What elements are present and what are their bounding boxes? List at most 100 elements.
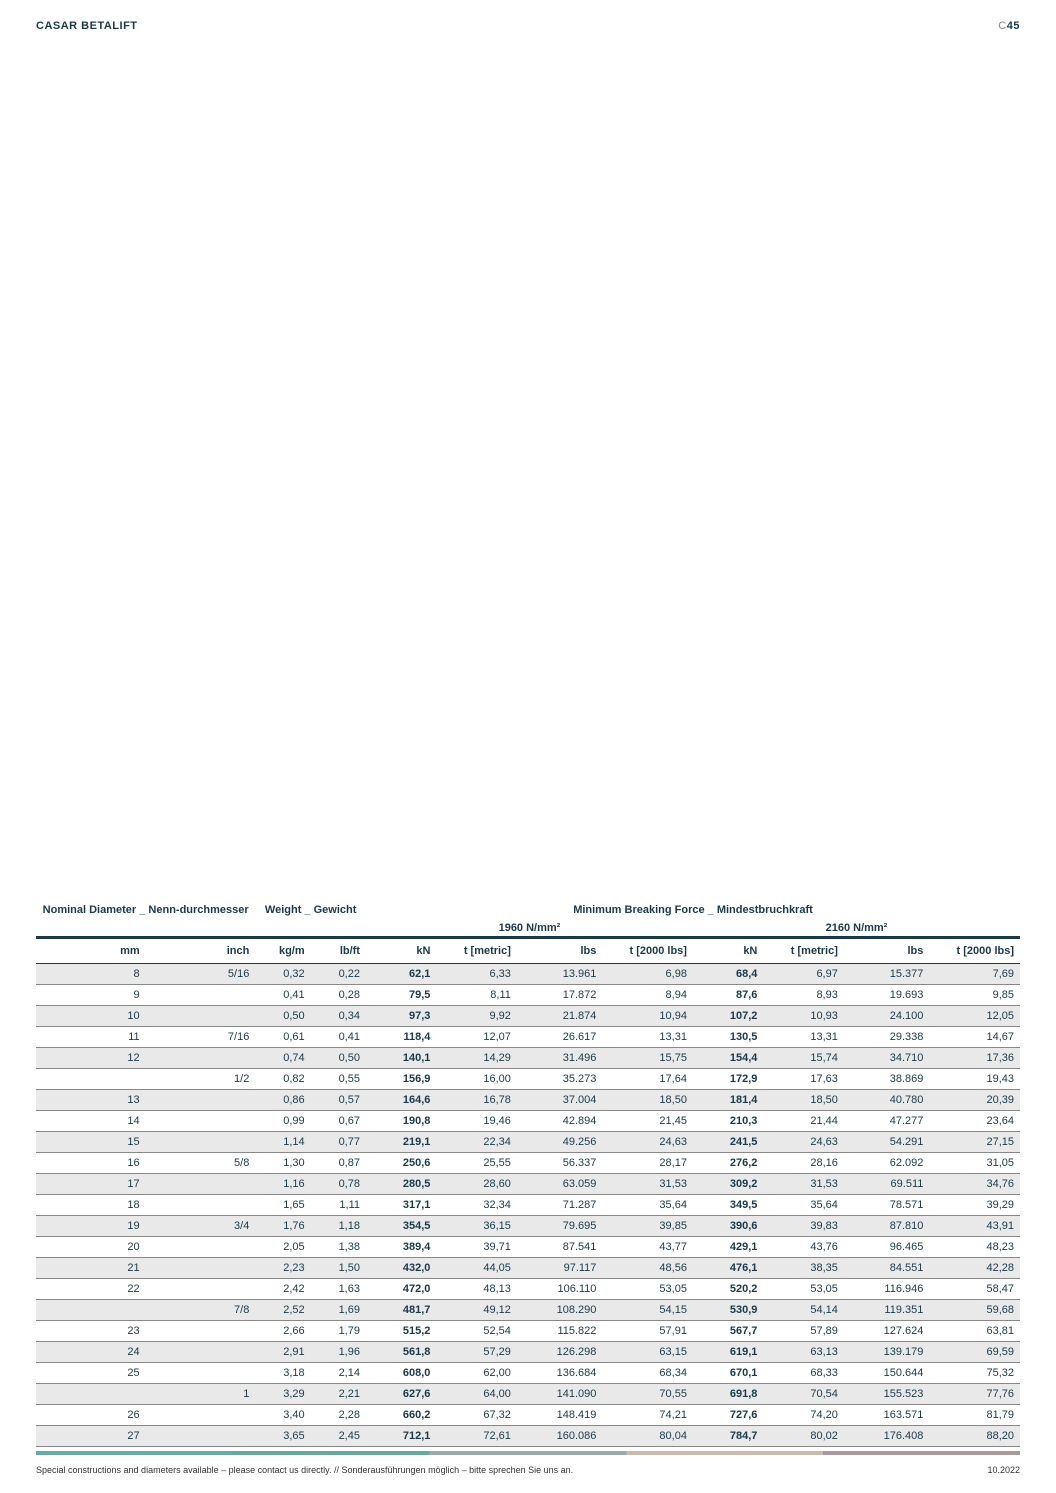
unit-header: t [metric] xyxy=(436,938,516,964)
cell-inch xyxy=(146,1111,256,1132)
cell-t2k2: 14,67 xyxy=(929,1027,1020,1048)
cell-inch: 1/2 xyxy=(146,1069,256,1090)
cell-tm1: 16,78 xyxy=(436,1090,516,1111)
cell-kN2: 520,2 xyxy=(693,1279,763,1300)
cell-inch xyxy=(146,985,256,1006)
cell-lbs2: 15.377 xyxy=(844,964,930,985)
cell-kN1: 219,1 xyxy=(366,1132,436,1153)
cell-lbs1: 71.287 xyxy=(517,1195,603,1216)
header-2160: 2160 N/mm² xyxy=(693,918,1020,936)
cell-tm2: 80,02 xyxy=(763,1426,843,1447)
cell-kN2: 309,2 xyxy=(693,1174,763,1195)
table-row: 202,051,38389,439,7187.54143,77429,143,7… xyxy=(36,1237,1020,1258)
cell-lbs2: 139.179 xyxy=(844,1342,930,1363)
cell-kN1: 156,9 xyxy=(366,1069,436,1090)
cell-lbs2: 84.551 xyxy=(844,1258,930,1279)
cell-tm1: 48,13 xyxy=(436,1279,516,1300)
cell-kN1: 432,0 xyxy=(366,1258,436,1279)
cell-kgm: 0,50 xyxy=(255,1006,310,1027)
table-row: 212,231,50432,044,0597.11748,56476,138,3… xyxy=(36,1258,1020,1279)
cell-t2k2: 23,64 xyxy=(929,1111,1020,1132)
cell-tm1: 57,29 xyxy=(436,1342,516,1363)
cell-lbs2: 34.710 xyxy=(844,1048,930,1069)
cell-lbs1: 108.290 xyxy=(517,1300,603,1321)
cell-t2k1: 43,77 xyxy=(602,1237,693,1258)
cell-mm: 13 xyxy=(36,1090,146,1111)
cell-kN1: 561,8 xyxy=(366,1342,436,1363)
cell-lbs1: 148.419 xyxy=(517,1405,603,1426)
cell-t2k2: 19,43 xyxy=(929,1069,1020,1090)
cell-lbft: 1,96 xyxy=(311,1342,366,1363)
cell-lbs2: 127.624 xyxy=(844,1321,930,1342)
cell-lbs1: 17.872 xyxy=(517,985,603,1006)
cell-kN1: 472,0 xyxy=(366,1279,436,1300)
cell-lbft: 2,21 xyxy=(311,1384,366,1405)
cell-tm2: 57,89 xyxy=(763,1321,843,1342)
cell-kN1: 97,3 xyxy=(366,1006,436,1027)
cell-tm1: 25,55 xyxy=(436,1153,516,1174)
cell-t2k2: 59,68 xyxy=(929,1300,1020,1321)
cell-lbs1: 49.256 xyxy=(517,1132,603,1153)
table-row: 222,421,63472,048,13106.11053,05520,253,… xyxy=(36,1279,1020,1300)
cell-kN2: 670,1 xyxy=(693,1363,763,1384)
cell-kN2: 68,4 xyxy=(693,964,763,985)
table-row: 273,652,45712,172,61160.08680,04784,780,… xyxy=(36,1426,1020,1447)
cell-mm: 17 xyxy=(36,1174,146,1195)
cell-lbs1: 56.337 xyxy=(517,1153,603,1174)
cell-lbs2: 96.465 xyxy=(844,1237,930,1258)
cell-tm2: 13,31 xyxy=(763,1027,843,1048)
unit-header-row: mminchkg/mlb/ftkNt [metric]lbst [2000 lb… xyxy=(36,938,1020,964)
cell-kN2: 349,5 xyxy=(693,1195,763,1216)
cell-kgm: 2,66 xyxy=(255,1321,310,1342)
cell-tm1: 22,34 xyxy=(436,1132,516,1153)
cell-lbft: 1,63 xyxy=(311,1279,366,1300)
cell-inch xyxy=(146,1132,256,1153)
cell-kgm: 0,99 xyxy=(255,1111,310,1132)
cell-lbs2: 19.693 xyxy=(844,985,930,1006)
cell-kN2: 567,7 xyxy=(693,1321,763,1342)
cell-t2k2: 39,29 xyxy=(929,1195,1020,1216)
cell-tm2: 68,33 xyxy=(763,1363,843,1384)
cell-kN1: 354,5 xyxy=(366,1216,436,1237)
cell-kN2: 276,2 xyxy=(693,1153,763,1174)
cell-lbs2: 119.351 xyxy=(844,1300,930,1321)
cell-lbs1: 126.298 xyxy=(517,1342,603,1363)
cell-kN1: 79,5 xyxy=(366,985,436,1006)
cell-t2k1: 8,94 xyxy=(602,985,693,1006)
cell-lbft: 1,69 xyxy=(311,1300,366,1321)
cell-lbft: 0,41 xyxy=(311,1027,366,1048)
header-nominal: Nominal Diameter _ Nenn-durchmesser xyxy=(36,900,255,936)
cell-lbs1: 97.117 xyxy=(517,1258,603,1279)
cell-kN2: 172,9 xyxy=(693,1069,763,1090)
cell-mm: 27 xyxy=(36,1426,146,1447)
cell-tm1: 36,15 xyxy=(436,1216,516,1237)
cell-t2k2: 34,76 xyxy=(929,1174,1020,1195)
cell-lbs1: 21.874 xyxy=(517,1006,603,1027)
cell-mm: 8 xyxy=(36,964,146,985)
cell-kN1: 481,7 xyxy=(366,1300,436,1321)
cell-lbft: 1,79 xyxy=(311,1321,366,1342)
cell-t2k1: 63,15 xyxy=(602,1342,693,1363)
table-row: 90,410,2879,58,1117.8728,9487,68,9319.69… xyxy=(36,985,1020,1006)
cell-lbft: 0,34 xyxy=(311,1006,366,1027)
cell-inch xyxy=(146,1342,256,1363)
cell-lbs2: 176.408 xyxy=(844,1426,930,1447)
cell-inch xyxy=(146,1426,256,1447)
group-header-row: Nominal Diameter _ Nenn-durchmesser Weig… xyxy=(36,900,1020,918)
cell-t2k1: 24,63 xyxy=(602,1132,693,1153)
cell-kgm: 0,74 xyxy=(255,1048,310,1069)
cell-t2k2: 31,05 xyxy=(929,1153,1020,1174)
cell-lbs1: 160.086 xyxy=(517,1426,603,1447)
cell-kN2: 727,6 xyxy=(693,1405,763,1426)
cell-lbs1: 35.273 xyxy=(517,1069,603,1090)
unit-header: lbs xyxy=(517,938,603,964)
table-row: 120,740,50140,114,2931.49615,75154,415,7… xyxy=(36,1048,1020,1069)
table-row: 1/20,820,55156,916,0035.27317,64172,917,… xyxy=(36,1069,1020,1090)
cell-t2k1: 15,75 xyxy=(602,1048,693,1069)
cell-kN1: 627,6 xyxy=(366,1384,436,1405)
cell-tm1: 16,00 xyxy=(436,1069,516,1090)
cell-lbs2: 54.291 xyxy=(844,1132,930,1153)
cell-lbft: 0,50 xyxy=(311,1048,366,1069)
cell-lbs1: 136.684 xyxy=(517,1363,603,1384)
cell-tm2: 53,05 xyxy=(763,1279,843,1300)
